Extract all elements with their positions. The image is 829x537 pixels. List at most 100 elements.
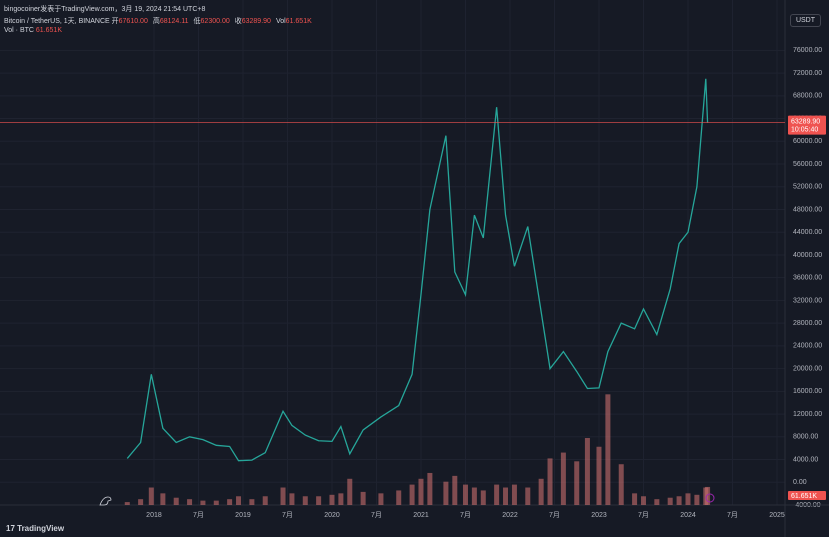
volume-bar (262, 496, 268, 505)
volume-bar (584, 438, 590, 505)
x-tick-label: 2024 (680, 512, 696, 519)
volume-bar (618, 464, 624, 505)
volume-bar (443, 481, 449, 505)
x-tick-label: 7月 (193, 511, 204, 519)
logo-mark: 17 (6, 524, 18, 533)
volume-bar (160, 493, 166, 505)
x-tick-label: 2022 (502, 512, 518, 519)
x-tick-label: 7月 (460, 511, 471, 519)
y-tick-label: 4000.00 (793, 456, 818, 463)
volume-bar (347, 478, 353, 505)
logo-text: TradingView (17, 524, 65, 533)
volume-bar (480, 490, 486, 505)
volume-bar (173, 497, 179, 505)
x-tick-label: 2023 (591, 512, 607, 519)
volume-bar (148, 487, 154, 505)
x-tick-label: 2018 (146, 512, 162, 519)
volume-bar (654, 499, 660, 505)
y-tick-label: 28000.00 (793, 320, 822, 327)
y-tick-label: 40000.00 (793, 252, 822, 259)
volume-bar (694, 494, 700, 505)
volume-bar (632, 493, 638, 505)
volume-bar (596, 446, 602, 505)
volume-bar (452, 475, 458, 505)
volume-bar (418, 478, 424, 505)
volume-bar (409, 484, 415, 505)
countdown: 10:05:40 (791, 126, 818, 133)
volume-bar (227, 499, 233, 505)
y-tick-label: 20000.00 (793, 365, 822, 372)
y-tick-label: 0.00 (793, 479, 807, 486)
ohlc-label: Vol (275, 18, 286, 25)
x-tick-label: 2025 (769, 512, 785, 519)
logo: 17 TradingView (6, 524, 64, 533)
y-tick-label: 36000.00 (793, 275, 822, 282)
volume-legend: Vol · BTC 61.651K (4, 27, 62, 34)
symbol: Bitcoin / TetherUS, 1天, BINANCE (4, 18, 110, 25)
ohlc: 开67610.00 高68124.11 低62300.00 收63289.90 Vol6… (112, 18, 317, 25)
y-tick-label: 76000.00 (793, 47, 822, 54)
volume-bar (316, 496, 322, 505)
currency-button[interactable]: USDT (789, 14, 821, 27)
y-tick-label: 24000.00 (793, 343, 822, 350)
x-tick-label: 7月 (371, 511, 382, 519)
y-tick-label: 16000.00 (793, 388, 822, 395)
volume-bar (338, 493, 344, 505)
volume-bar (640, 496, 646, 505)
volume-bar (667, 497, 673, 505)
x-tick-label: 2019 (235, 512, 251, 519)
volume-bar (200, 500, 206, 505)
price-badge (788, 115, 826, 135)
y-tick-label: 68000.00 (793, 93, 822, 100)
volume-bar (462, 484, 468, 505)
y-tick-label: 12000.00 (793, 411, 822, 418)
volume-bar (302, 496, 308, 505)
volume-badge (788, 491, 826, 500)
volume-value: 61.651K (35, 27, 62, 34)
y-tick-label: 72000.00 (793, 70, 822, 77)
volume-bar (605, 394, 611, 505)
y-tick-label: 60000.00 (793, 138, 822, 145)
ohlc-value: 67610.00 (118, 18, 148, 25)
volume-bar (503, 487, 509, 505)
volume-bar (378, 493, 384, 505)
y-tick-label: 44000.00 (793, 229, 822, 236)
dino-icon (99, 496, 112, 506)
ohlc-label: 高 (152, 18, 160, 25)
ohlc-value: 62300.00 (200, 18, 230, 25)
ohlc-value: 63289.90 (241, 18, 271, 25)
ohlc-label: 开 (111, 18, 119, 25)
volume-bar (685, 493, 691, 505)
y-tick-label: 8000.00 (793, 434, 818, 441)
volume-bar (560, 452, 566, 505)
y-tick-label: 32000.00 (793, 297, 822, 304)
volume-badge-label: 61.651K (791, 493, 817, 500)
x-tick-label: 7月 (282, 511, 293, 519)
y-tick-label: 52000.00 (793, 184, 822, 191)
x-tick-label: 7月 (727, 511, 738, 519)
volume-bar (280, 487, 286, 505)
volume-bar (525, 487, 531, 505)
volume-bar (249, 499, 255, 505)
volume-bar (574, 461, 580, 505)
volume-bar (494, 484, 500, 505)
volume-label: Vol · BTC (4, 27, 34, 34)
x-tick-label: 7月 (638, 511, 649, 519)
volume-bar (187, 499, 193, 505)
volume-bar (511, 484, 517, 505)
volume-bar (427, 472, 433, 505)
volume-bar (289, 493, 295, 505)
volume-bar (236, 496, 242, 505)
x-tick-label: 2021 (413, 512, 429, 519)
volume-bar (396, 490, 402, 505)
legend: Bitcoin / TetherUS, 1天, BINANCE 开67610.0… (4, 16, 317, 26)
volume-bar (547, 458, 553, 505)
ohlc-label: 收 (234, 18, 242, 25)
volume-bar (705, 486, 711, 505)
y-tick-label: 48000.00 (793, 206, 822, 213)
event-icon (705, 493, 715, 503)
volume-bar (676, 496, 682, 505)
volume-bar (471, 487, 477, 505)
